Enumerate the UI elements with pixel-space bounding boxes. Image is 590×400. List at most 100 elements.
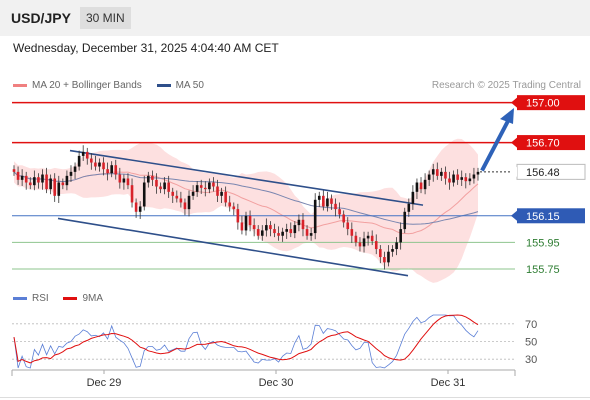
candle-body (374, 241, 378, 250)
candle-body (265, 225, 268, 231)
candle-body (220, 191, 223, 196)
candle-body (69, 171, 73, 176)
legend-rsi: RSI (13, 293, 49, 304)
legend-ma50: MA 50 (156, 80, 204, 91)
candle-body (330, 198, 333, 204)
candle-body (110, 165, 113, 174)
candle-body (387, 251, 390, 263)
candle-body (444, 171, 447, 179)
candle-body (114, 165, 118, 175)
candle-body (379, 249, 382, 258)
level-label-155-95: 155.95 (526, 237, 560, 249)
candle-body (134, 202, 138, 212)
level-label-156-15: 156.15 (526, 211, 560, 223)
candle-body (90, 158, 93, 163)
candle-body (362, 238, 366, 247)
candle-body (24, 175, 28, 183)
candle-body (256, 229, 260, 236)
legend-swatch-ma20 (13, 83, 27, 87)
level-pointer-156-70 (511, 137, 517, 148)
legend-label-rsi: RSI (32, 293, 49, 304)
candle-body (354, 235, 358, 243)
candle-body (244, 215, 248, 231)
candle-body (415, 182, 419, 192)
candle-body (12, 169, 16, 172)
time-tick-label-0: Dec 29 (87, 377, 122, 389)
level-pointer-156-15 (511, 210, 517, 221)
candle-body (94, 162, 97, 167)
candle-body (407, 203, 411, 212)
legend-label-ma20: MA 20 + Bollinger Bands (32, 80, 142, 91)
candle-body (269, 225, 272, 230)
candle-body (77, 155, 81, 167)
forecast-arrow-shaft (480, 120, 510, 172)
candle-body (167, 182, 170, 192)
candle-body (260, 230, 264, 236)
candle-body (248, 215, 252, 226)
candle-body (293, 225, 297, 234)
candle-body (297, 219, 301, 226)
candle-body (427, 174, 431, 180)
legend-ma20-bollinger: MA 20 + Bollinger Bands (13, 80, 142, 91)
rsi-tick-30: 30 (525, 354, 537, 366)
candle-body (16, 171, 20, 180)
candle-body (163, 182, 166, 190)
candle-body (411, 191, 415, 204)
candle-body (399, 229, 402, 243)
candle-body (171, 191, 175, 196)
candle-body (468, 178, 472, 182)
candle-body (346, 222, 350, 230)
candle-body (448, 178, 451, 183)
timeframe-button[interactable]: 30 MIN (80, 7, 131, 29)
time-tick-label-1: Dec 30 (259, 377, 294, 389)
rsi-tick-70: 70 (525, 319, 537, 331)
candle-body (273, 229, 276, 234)
candle-body (240, 222, 244, 231)
symbol-label: USD/JPY (11, 10, 71, 26)
candle-body (98, 162, 101, 167)
candle-body (281, 231, 284, 236)
candle-body (366, 235, 370, 239)
candle-body (203, 187, 207, 190)
candle-body (391, 249, 394, 252)
time-tick-label-2: Dec 31 (431, 377, 466, 389)
candle-body (187, 195, 191, 210)
legend-9ma: 9MA (63, 293, 103, 304)
candle-body (49, 178, 52, 190)
candle-body (208, 182, 211, 190)
candle-body (130, 185, 134, 203)
candle-body (142, 182, 146, 207)
level-label-155-75: 155.75 (526, 264, 560, 276)
rsi-tick-50: 50 (525, 337, 537, 349)
candle-body (85, 151, 89, 159)
candle-body (252, 225, 256, 230)
chart-header: USD/JPY 30 MIN (0, 0, 590, 36)
candle-body (151, 175, 154, 180)
candle-body (122, 178, 126, 183)
level-label-157-00: 157.00 (526, 98, 560, 110)
channel-lower-line (57, 217, 409, 277)
candle-body (358, 242, 362, 247)
candle-body (183, 202, 187, 210)
rsi-9ma-line (13, 314, 479, 364)
candle-body (383, 257, 386, 263)
candle-body (212, 182, 215, 187)
candle-body (309, 233, 313, 236)
candle-body (118, 174, 122, 183)
candle-body (456, 174, 459, 180)
forecast-arrow-head (500, 107, 514, 124)
candle-body (350, 229, 354, 236)
candle-body (37, 177, 40, 183)
candle-body (191, 191, 195, 196)
price-legend: MA 20 + Bollinger Bands MA 50 (13, 80, 216, 91)
candle-body (147, 175, 150, 183)
candle-body (179, 198, 183, 203)
candle-body (403, 211, 407, 230)
level-box-156-15 (517, 208, 585, 224)
candle-body (464, 177, 468, 182)
legend-swatch-9ma (63, 296, 78, 300)
candle-body (57, 182, 61, 196)
candle-body (195, 185, 199, 192)
candle-body (338, 209, 341, 215)
